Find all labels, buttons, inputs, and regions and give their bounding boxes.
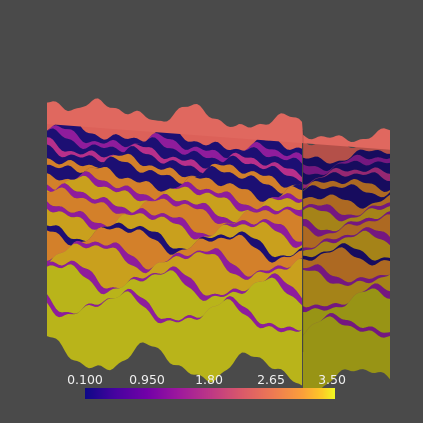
left-face-layer-21 bbox=[47, 288, 302, 333]
left-face-layer-5 bbox=[47, 144, 302, 188]
right-face-layer-16 bbox=[303, 247, 390, 283]
left-face-layer-18 bbox=[47, 243, 302, 299]
left-face-layer-10 bbox=[47, 175, 302, 223]
left-face-layer-1 bbox=[47, 120, 302, 159]
left-face-layer-8 bbox=[47, 167, 302, 210]
left-face-layer-19 bbox=[47, 260, 302, 306]
left-face-layer-2 bbox=[47, 125, 302, 164]
right-face-layer-5 bbox=[303, 172, 390, 192]
right-face-layer-13 bbox=[303, 227, 390, 251]
left-face-layer-0 bbox=[47, 108, 302, 151]
right-face-layer-15 bbox=[303, 243, 390, 266]
left-face-layer-11 bbox=[47, 183, 302, 224]
right-face-layer-7 bbox=[303, 184, 390, 209]
right-face-layer-14 bbox=[303, 230, 390, 261]
right-face-layer-0 bbox=[303, 134, 390, 164]
left-face-layer-6 bbox=[47, 153, 302, 194]
left-face-layer-15 bbox=[47, 222, 302, 263]
right-face-layer-10 bbox=[303, 206, 390, 232]
right-face-layer-3 bbox=[303, 160, 390, 185]
left-face-layer-7 bbox=[47, 156, 302, 202]
left-face-layer-17 bbox=[47, 240, 302, 280]
left-face-layer-13 bbox=[47, 201, 302, 248]
left-face-layer-4 bbox=[47, 137, 302, 183]
left-face-layer-16 bbox=[47, 227, 302, 277]
top-surface bbox=[47, 98, 390, 150]
left-face-layer-14 bbox=[47, 208, 302, 258]
right-face-layer-1 bbox=[303, 149, 390, 172]
left-face-layer-3 bbox=[47, 128, 302, 178]
right-face-layer-18 bbox=[303, 269, 390, 308]
right-face-layer-17 bbox=[303, 264, 390, 286]
right-face-layer-12 bbox=[303, 214, 390, 248]
right-face-layer-2 bbox=[303, 154, 390, 175]
left-face-layer-20 bbox=[47, 264, 302, 331]
right-face-layer-8 bbox=[303, 194, 390, 216]
right-face-layer-11 bbox=[303, 211, 390, 237]
right-face-layer-6 bbox=[303, 179, 390, 198]
right-face-layer-19 bbox=[303, 283, 390, 313]
right-face-layer-21 bbox=[303, 313, 390, 338]
left-face-layer-12 bbox=[47, 187, 302, 242]
right-face-layer-9 bbox=[303, 202, 390, 222]
left-face-layer-22 bbox=[47, 291, 302, 386]
right-face-layer-20 bbox=[303, 288, 390, 336]
right-face-layer-22 bbox=[303, 316, 390, 397]
right-face-layer-4 bbox=[303, 167, 390, 189]
